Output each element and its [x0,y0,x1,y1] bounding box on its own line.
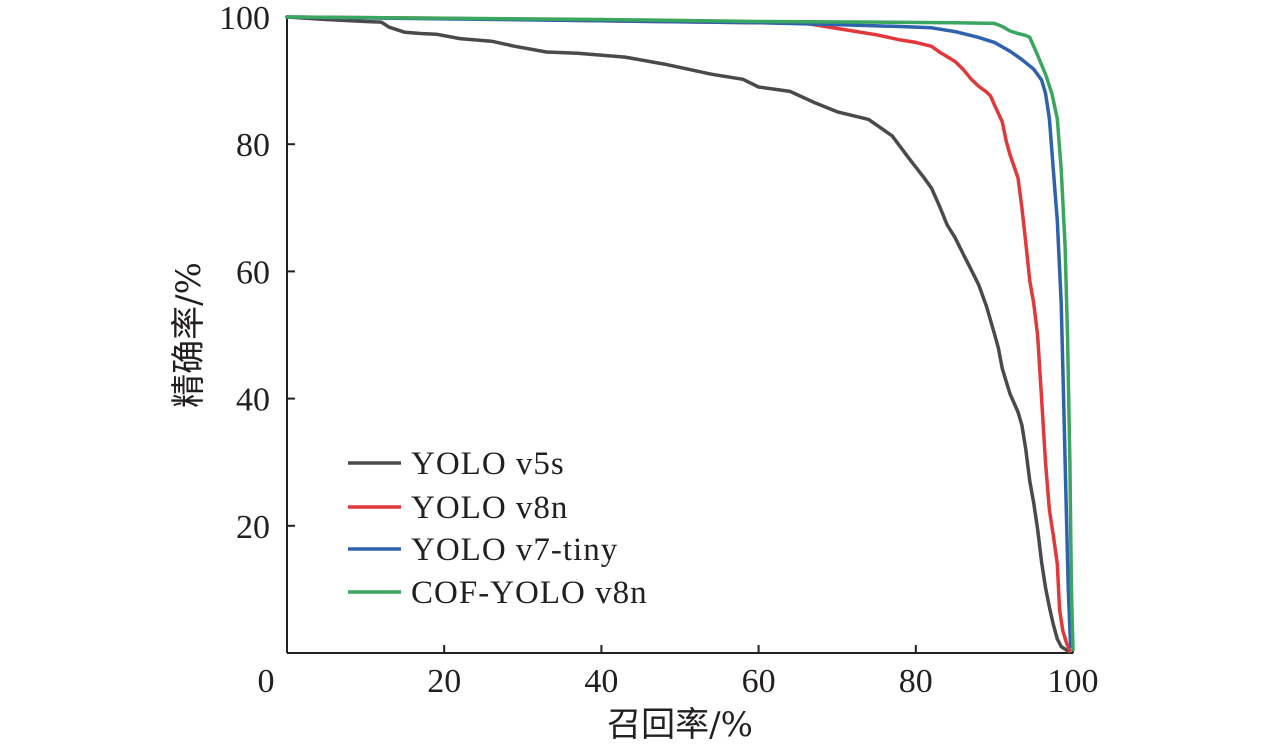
x-ticks: 0 20 40 60 80 100 [258,645,1099,700]
legend-label-3: COF-YOLO v8n [411,575,648,611]
x-tick-label: 100 [1048,663,1099,700]
series-line-3 [285,15,1075,652]
legend: YOLO v5s YOLO v8n YOLO v7-tiny COF-YOLO v8n [348,446,648,611]
legend-label-2: YOLO v7-tiny [411,532,618,568]
y-axis-title: 精确率/% [169,262,209,408]
x-tick-label: 80 [899,663,933,700]
x-tick-label: 40 [584,663,618,700]
y-ticks: 20 40 60 80 100 [219,0,295,546]
y-tick-label: 60 [236,254,270,291]
y-tick-label: 100 [219,0,270,37]
x-tick-label: 60 [742,663,776,700]
legend-label-1: YOLO v8n [411,490,568,526]
legend-label-0: YOLO v5s [411,446,565,482]
series-line-0 [285,15,1071,654]
y-tick-label: 40 [236,382,270,419]
series-line-2 [285,15,1073,649]
series-line-1 [285,15,1072,653]
series-lines [285,15,1075,654]
x-tick-label: 20 [427,663,461,700]
y-tick-label: 20 [236,509,270,546]
x-tick-label: 0 [258,663,275,700]
y-tick-label: 80 [236,127,270,164]
axes [286,17,1073,654]
x-axis-title: 召回率/% [607,705,753,745]
